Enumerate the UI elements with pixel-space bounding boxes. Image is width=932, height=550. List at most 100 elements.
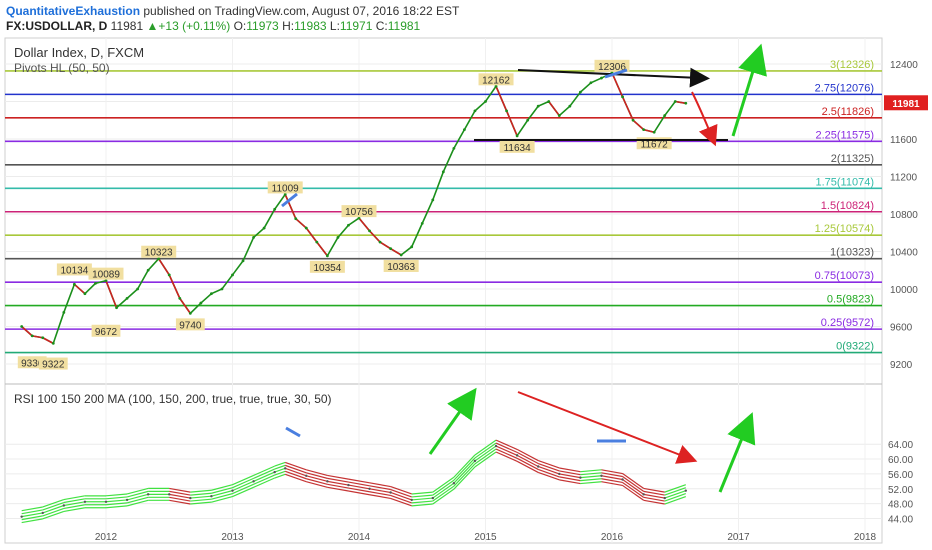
rsi-ma-segment xyxy=(348,487,370,493)
rsi-ma-segment xyxy=(105,505,128,509)
price-point xyxy=(325,254,329,258)
price-point xyxy=(146,268,150,272)
author-name[interactable]: QuantitativeExhaustion xyxy=(6,4,141,18)
price-point xyxy=(125,296,129,300)
price-point xyxy=(568,104,572,108)
rsi-point xyxy=(663,496,666,500)
rsi-point xyxy=(41,511,44,515)
rsi-point xyxy=(83,500,87,503)
rsi-ma-segment xyxy=(538,468,560,478)
rsi-ma-segment xyxy=(411,494,433,498)
price-point xyxy=(115,306,118,310)
rsi-ma-segment xyxy=(274,473,286,479)
axes: 9200960010000104001080011200116001200012… xyxy=(95,60,928,543)
rsi-ma-segment xyxy=(21,512,43,518)
up-arrow-icon: ▲ xyxy=(146,19,159,33)
rsi-ma-segment xyxy=(42,501,65,511)
rsi-ma-segment xyxy=(390,488,412,498)
rsi-point xyxy=(104,500,108,503)
pivot-badge xyxy=(88,267,124,280)
rsi-ma-segment xyxy=(169,499,191,505)
price-point xyxy=(473,109,477,113)
chart-title: Dollar Index, D, FXCM xyxy=(14,45,144,60)
price-point xyxy=(420,221,424,225)
rsi-ma-segment xyxy=(622,473,644,489)
rsi-ma-segment xyxy=(559,467,581,473)
rsi-ma-segment xyxy=(348,481,370,487)
pivot-level-label: 0.75(10073) xyxy=(815,270,874,282)
rsi-title: RSI 100 150 200 MA (100, 150, 200, true,… xyxy=(14,392,332,406)
rsi-ma-segment xyxy=(495,445,518,456)
price-down-segment xyxy=(158,258,170,276)
rsi-ma-segment xyxy=(601,472,623,478)
rsi-ma-segment xyxy=(232,474,254,486)
rsi-ma-segment xyxy=(622,484,644,501)
pivot-label: 10363 xyxy=(387,262,415,273)
price-point xyxy=(304,226,308,230)
rsi-point xyxy=(642,493,645,496)
year-tick-label: 2018 xyxy=(854,532,877,543)
rsi-ma-segment xyxy=(369,494,391,500)
rsi-ma-segment xyxy=(474,451,497,468)
rsi-ma-segment xyxy=(274,461,286,467)
rsi-ma-segment xyxy=(453,463,476,487)
rsi-ma-segment xyxy=(432,479,455,496)
low-key: L: xyxy=(329,19,340,33)
pivot-level-label: 1.25(10574) xyxy=(815,223,874,235)
rsi-ma-segment xyxy=(580,472,602,476)
price-tick-label: 11200 xyxy=(890,173,918,184)
price-point xyxy=(41,336,45,340)
rsi-ma-segment xyxy=(285,470,307,480)
rsi-ma-segment xyxy=(285,461,307,471)
price-point xyxy=(642,128,646,132)
price-tick-label: 10800 xyxy=(890,210,918,221)
rsi-ma-segment xyxy=(369,485,391,491)
price-point xyxy=(188,311,192,315)
price-point xyxy=(167,273,171,277)
rsi-marker-blue-1 xyxy=(285,426,301,438)
price-tick-label: 12400 xyxy=(890,60,918,71)
price-down-segment xyxy=(32,335,43,339)
price-point xyxy=(547,100,551,103)
rsi-ma-segment xyxy=(601,475,623,481)
publish-info: published on TradingView.com, August 07,… xyxy=(143,4,460,18)
rsi-ma-segment xyxy=(622,479,644,495)
pivot-label: 11672 xyxy=(641,139,669,150)
price-tick-label: 9200 xyxy=(890,360,913,371)
rsi-ma-segment xyxy=(432,485,455,502)
pivot-label: 9672 xyxy=(95,327,118,338)
rsi-ma-segment xyxy=(411,503,433,507)
price-point xyxy=(231,273,234,277)
change-label: +13 (+0.11%) xyxy=(158,19,231,33)
price-down-segment xyxy=(632,119,645,131)
rsi-ma-segment xyxy=(369,491,391,497)
rsi-up-arrow-1 xyxy=(428,387,477,455)
rsi-ma-segment xyxy=(643,493,665,499)
price-down-segment xyxy=(390,248,402,256)
pivot-badge xyxy=(499,140,535,153)
price-point xyxy=(652,130,656,134)
pivot-label: 9336 xyxy=(21,358,44,369)
pivot-level-label: 1.5(10824) xyxy=(821,200,874,212)
rsi-ma-segment xyxy=(190,501,212,505)
rsi-ma-segment xyxy=(211,487,233,494)
price-point xyxy=(452,146,456,150)
price-down-segment xyxy=(168,274,181,299)
peak-marker-blue xyxy=(281,192,298,208)
price-down-segment xyxy=(505,110,518,137)
rsi-ma-segment xyxy=(190,489,212,493)
up-arrow-green xyxy=(731,43,767,137)
price-tick-label: 10000 xyxy=(890,285,918,296)
price-point xyxy=(557,114,561,117)
rsi-ma-segment xyxy=(63,498,86,504)
price-down-segment xyxy=(621,96,634,121)
rsi-ma-segment xyxy=(105,502,128,506)
rsi-ma-segment xyxy=(664,484,686,493)
pivot-badge xyxy=(383,259,419,272)
rsi-ma-segment xyxy=(253,465,275,476)
price-point xyxy=(484,100,487,103)
rsi-ma-segment xyxy=(495,448,518,459)
pivot-level-label: 2.25(11575) xyxy=(815,129,874,141)
